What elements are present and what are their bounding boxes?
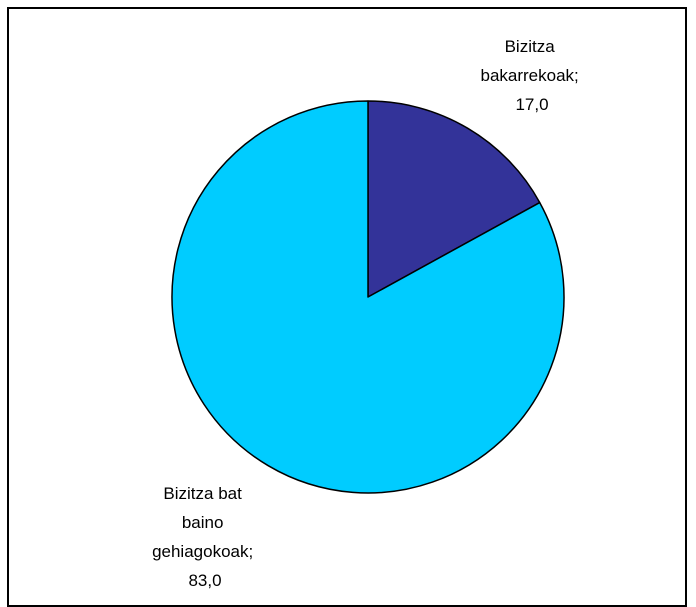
slice-label-bizitza-bakarrekoak: Bizitza bakarrekoak; 17,0 xyxy=(480,37,583,114)
slice-label-bizitza-bat-baino-gehiagokoak: Bizitza bat baino gehiagokoak; 83,0 xyxy=(152,484,258,590)
slice-label-line: baino xyxy=(182,513,224,532)
pie-slices xyxy=(171,100,565,494)
pie-labels: Bizitza bakarrekoak; 17,0 Bizitza bat ba… xyxy=(152,37,583,590)
slice-label-line: gehiagokoak; xyxy=(152,542,253,561)
pie-slice-bizitza-bat-baino-gehiagokoak xyxy=(171,100,565,494)
slice-label-line: bakarrekoak; xyxy=(480,66,578,85)
slice-value-label: 17,0 xyxy=(515,95,548,114)
slice-label-line: Bizitza bat xyxy=(163,484,242,503)
slice-value-label: 83,0 xyxy=(188,571,221,590)
slice-label-line: Bizitza xyxy=(505,37,556,56)
pie-chart: Bizitza bakarrekoak; 17,0 Bizitza bat ba… xyxy=(152,37,583,590)
pie-slice-bizitza-bakarrekoak xyxy=(367,100,541,298)
